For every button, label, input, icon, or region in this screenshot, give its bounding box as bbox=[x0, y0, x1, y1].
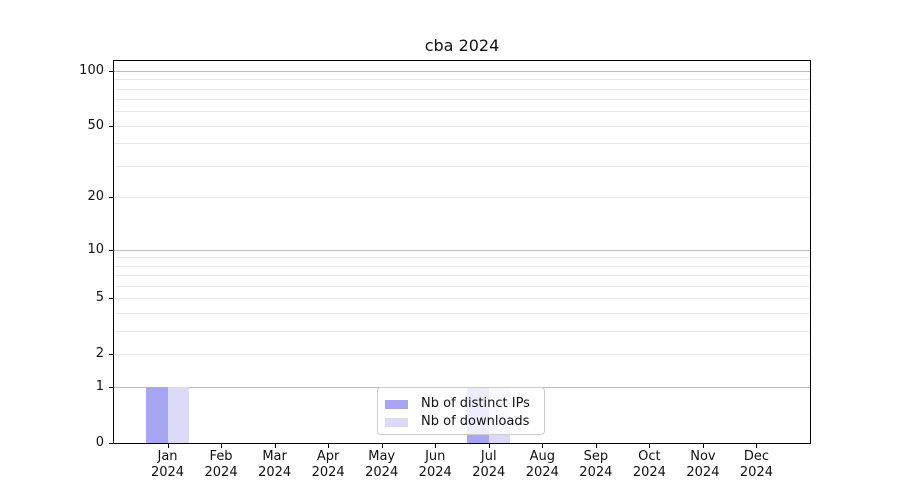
legend-row: Nb of downloads bbox=[385, 413, 544, 431]
y-tick-label: 5 bbox=[95, 290, 104, 306]
x-tick-label-jun: Jun 2024 bbox=[407, 449, 463, 481]
legend-swatch-downloads bbox=[385, 417, 408, 427]
gridline-minor bbox=[114, 99, 810, 101]
x-tick-month: Mar bbox=[262, 449, 287, 464]
y-tick-mark bbox=[109, 387, 113, 389]
x-tick-label-sep: Sep 2024 bbox=[568, 449, 624, 481]
x-tick-year: 2024 bbox=[472, 465, 506, 480]
x-tick-mark bbox=[221, 444, 223, 448]
y-tick-label: 100 bbox=[79, 62, 104, 78]
x-tick-year: 2024 bbox=[150, 465, 185, 480]
gridline-minor bbox=[114, 354, 810, 356]
x-tick-mark bbox=[167, 444, 169, 448]
y-tick-mark bbox=[109, 197, 113, 199]
y-tick-label: 20 bbox=[87, 189, 104, 205]
y-tick-mark bbox=[109, 354, 113, 356]
chart-title: cba 2024 bbox=[424, 36, 500, 55]
bar-jan-downloads bbox=[167, 387, 190, 443]
gridline-minor bbox=[114, 265, 810, 267]
x-tick-mark bbox=[274, 444, 276, 448]
gridline-minor bbox=[114, 88, 810, 90]
y-tick-label: 50 bbox=[87, 117, 104, 133]
x-tick-mark bbox=[702, 444, 704, 448]
y-tick-mark bbox=[109, 249, 113, 251]
x-tick-label-mar: Mar 2024 bbox=[247, 449, 303, 481]
x-tick-year: 2024 bbox=[204, 465, 238, 480]
gridline-minor bbox=[114, 298, 810, 300]
legend-label-distinct-ips: Nb of distinct IPs bbox=[421, 396, 530, 411]
chart-legend: Nb of distinct IPs Nb of downloads bbox=[377, 387, 545, 435]
legend-row: Nb of distinct IPs bbox=[385, 395, 544, 413]
gridline-major bbox=[114, 70, 810, 72]
x-tick-label-jan: Jan 2024 bbox=[140, 449, 196, 481]
x-tick-mark bbox=[328, 444, 330, 448]
gridline-minor bbox=[114, 275, 810, 277]
y-tick-mark bbox=[109, 70, 113, 72]
x-tick-month: Nov bbox=[690, 449, 716, 464]
x-tick-label-aug: Aug 2024 bbox=[514, 449, 570, 481]
x-tick-month: Oct bbox=[638, 449, 661, 464]
y-tick-mark bbox=[109, 443, 113, 444]
x-tick-year: 2024 bbox=[632, 465, 666, 480]
gridline-minor bbox=[114, 125, 810, 127]
x-tick-mark bbox=[649, 444, 651, 448]
x-tick-label-jul: Jul 2024 bbox=[461, 449, 517, 481]
x-tick-year: 2024 bbox=[418, 465, 452, 480]
y-tick-label: 10 bbox=[87, 241, 104, 257]
gridline-major bbox=[114, 249, 810, 251]
x-tick-year: 2024 bbox=[311, 465, 345, 480]
legend-label-downloads: Nb of downloads bbox=[421, 414, 530, 429]
x-tick-mark bbox=[381, 444, 383, 448]
gridline-minor bbox=[114, 143, 810, 145]
x-tick-month: Aug bbox=[529, 449, 555, 464]
gridline-minor bbox=[114, 111, 810, 113]
gridline-minor bbox=[114, 313, 810, 315]
x-tick-label-may: May 2024 bbox=[354, 449, 410, 481]
x-tick-month: Jun bbox=[425, 449, 446, 464]
x-tick-month: Feb bbox=[209, 449, 233, 464]
gridline-minor bbox=[114, 286, 810, 288]
gridline-minor bbox=[114, 331, 810, 333]
x-tick-month: Dec bbox=[743, 449, 770, 464]
gridline-minor bbox=[114, 257, 810, 259]
gridline-minor bbox=[114, 79, 810, 81]
x-tick-month: Jan bbox=[157, 449, 178, 464]
y-tick-label: 2 bbox=[95, 346, 104, 362]
x-tick-mark bbox=[756, 444, 758, 448]
x-tick-label-apr: Apr 2024 bbox=[300, 449, 356, 481]
x-tick-label-nov: Nov 2024 bbox=[675, 449, 731, 481]
x-tick-year: 2024 bbox=[739, 465, 773, 480]
y-tick-label: 0 bbox=[95, 435, 104, 450]
x-tick-mark bbox=[488, 444, 490, 448]
x-tick-label-oct: Oct 2024 bbox=[621, 449, 677, 481]
x-tick-month: Jul bbox=[480, 449, 497, 464]
x-tick-month: Apr bbox=[316, 449, 340, 464]
x-tick-label-feb: Feb 2024 bbox=[193, 449, 249, 481]
bar-jan-distinct-ips bbox=[145, 387, 168, 443]
x-tick-mark bbox=[542, 444, 544, 448]
y-tick-mark bbox=[109, 298, 113, 300]
x-tick-label-dec: Dec 2024 bbox=[728, 449, 784, 481]
x-tick-year: 2024 bbox=[365, 465, 399, 480]
x-tick-month: May bbox=[368, 449, 396, 464]
x-tick-year: 2024 bbox=[686, 465, 720, 480]
y-tick-mark bbox=[109, 125, 113, 127]
gridline-minor bbox=[114, 197, 810, 199]
x-tick-year: 2024 bbox=[579, 465, 613, 480]
x-tick-mark bbox=[435, 444, 437, 448]
x-tick-month: Sep bbox=[583, 449, 609, 464]
y-tick-label: 1 bbox=[95, 379, 104, 395]
plot-area: Nb of distinct IPs Nb of downloads bbox=[113, 60, 811, 444]
x-tick-year: 2024 bbox=[258, 465, 292, 480]
x-tick-year: 2024 bbox=[525, 465, 559, 480]
x-tick-mark bbox=[595, 444, 597, 448]
legend-swatch-distinct-ips bbox=[385, 399, 408, 409]
gridline-minor bbox=[114, 166, 810, 168]
